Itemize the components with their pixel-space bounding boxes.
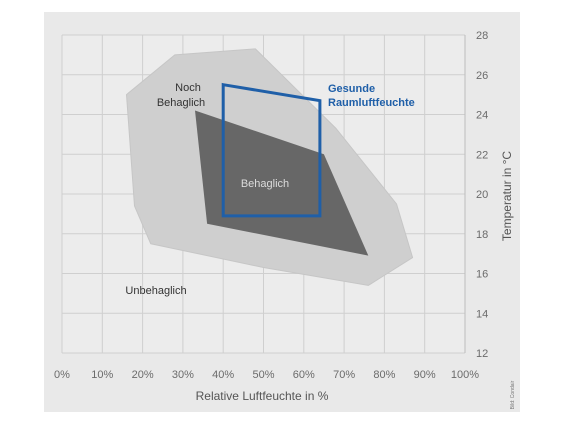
label-gesunde-line1: Gesunde (328, 83, 375, 95)
y-tick-label: 20 (476, 189, 488, 201)
label-noch-behaglich-line2: Behaglich (157, 97, 205, 109)
regions (126, 48, 414, 286)
x-axis-label: Relative Luftfeuchte in % (196, 389, 329, 403)
x-tick-label: 10% (91, 369, 113, 381)
region-gesunde-raumluftfeuchte (221, 82, 322, 218)
x-tick-label: 90% (414, 369, 436, 381)
x-tick-label: 0% (54, 369, 70, 381)
image-credit: Bild: Condair (510, 380, 516, 409)
y-tick-label: 14 (476, 308, 488, 320)
x-tick-label: 70% (333, 369, 355, 381)
y-tick-label: 24 (476, 110, 488, 122)
x-tick-label: 20% (132, 369, 154, 381)
label-behaglich: Behaglich (241, 178, 289, 190)
x-tick-label: 30% (172, 369, 194, 381)
y-axis-label: Temperatur in °C (500, 151, 514, 241)
x-tick-labels: 0% 10% 20% 30% 40% 50% 60% 70% 80% 90% 100% (54, 369, 479, 381)
region-behaglich (195, 110, 369, 256)
x-tick-label: 60% (293, 369, 315, 381)
y-tick-label: 18 (476, 229, 488, 241)
x-tick-label: 80% (373, 369, 395, 381)
y-tick-label: 12 (476, 348, 488, 360)
label-unbehaglich: Unbehaglich (125, 285, 186, 297)
y-tick-label: 16 (476, 269, 488, 281)
y-tick-label: 26 (476, 70, 488, 82)
x-tick-label: 50% (252, 369, 274, 381)
x-tick-label: 100% (451, 369, 479, 381)
x-tick-label: 40% (212, 369, 234, 381)
y-tick-label: 22 (476, 149, 488, 161)
label-gesunde-line2: Raumluftfeuchte (328, 97, 415, 109)
y-tick-label: 28 (476, 30, 488, 42)
y-tick-labels: 12 14 16 18 20 22 24 26 28 (476, 30, 488, 360)
label-noch-behaglich-line1: Noch (175, 82, 201, 94)
